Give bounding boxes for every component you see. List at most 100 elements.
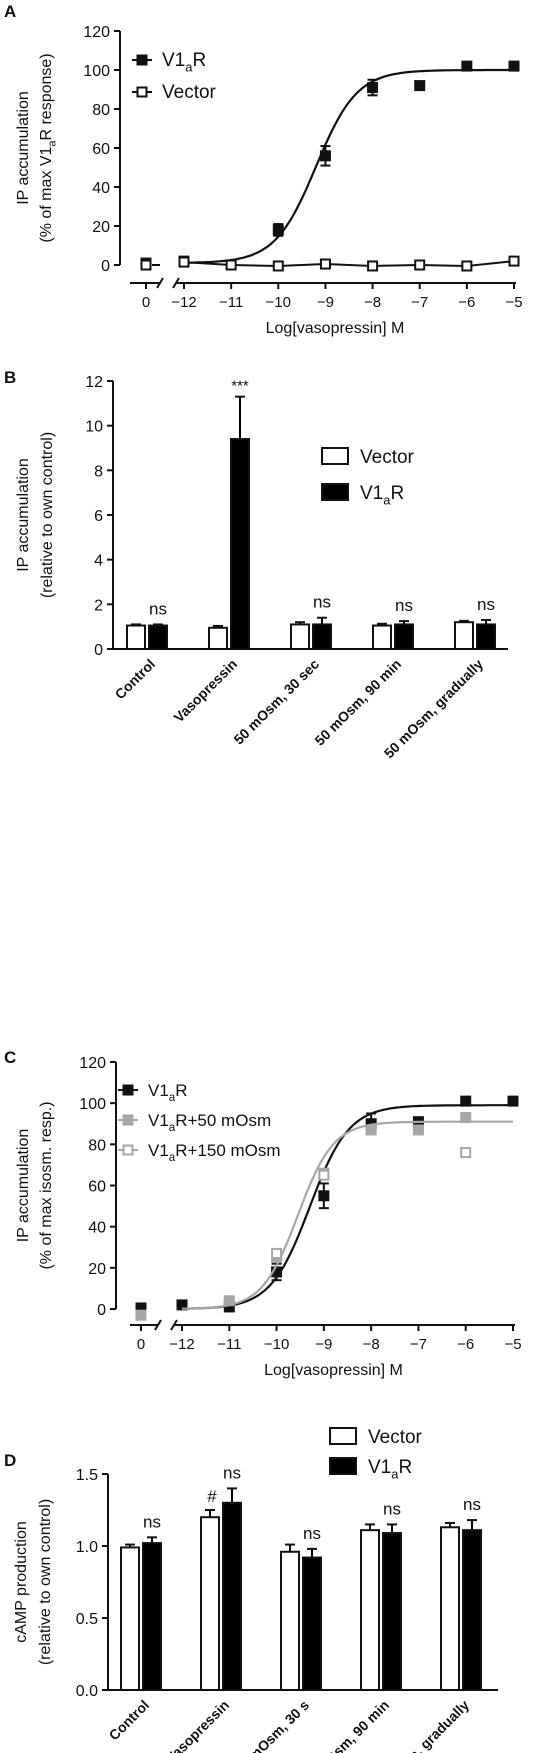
- x-tick-label: 0: [142, 294, 150, 311]
- legend: V1aR Vector: [132, 50, 217, 103]
- legend-label: V1aR+50 mOsm: [148, 1111, 271, 1134]
- legend-swatch: [329, 1427, 357, 1445]
- legend-item: V1aR: [329, 1457, 412, 1481]
- x-tick-label: −7: [410, 1336, 427, 1353]
- data-point: [508, 255, 520, 267]
- y-axis-title-sub: (% of max V1aR response): [38, 53, 58, 242]
- legend-label: V1aR: [368, 1457, 412, 1481]
- data-point: [319, 150, 331, 162]
- ns-label: ns: [303, 1524, 321, 1543]
- bar: [290, 623, 310, 651]
- legend-marker: [136, 86, 148, 98]
- data-point: [414, 80, 426, 92]
- y-axis-title: IP accumulation: [15, 458, 32, 572]
- ns-label: ns: [143, 1512, 161, 1531]
- panel-b: B 0 2 4 6 8 10 12 IP accumulation (relative to ow…: [4, 368, 508, 761]
- legend-item: V1aR: [321, 483, 404, 507]
- y-tick-label: 1.0: [76, 1539, 98, 1556]
- category-group: *** Vasopressin: [170, 378, 250, 726]
- fit-curve: [182, 1104, 513, 1310]
- data-point: [412, 1124, 424, 1136]
- bar: [200, 1516, 220, 1691]
- x-tick-label: 0: [137, 1336, 145, 1353]
- legend-label: V1aR: [148, 1081, 188, 1104]
- significance-marker: ***: [231, 378, 249, 395]
- ns-label: ns: [313, 593, 331, 612]
- ns-label: ns: [223, 1463, 241, 1482]
- data-point: [507, 1095, 519, 1107]
- data-point: [365, 1124, 377, 1136]
- fit-curve: [184, 68, 514, 264]
- bar: [142, 1542, 162, 1691]
- data-point: [319, 258, 331, 270]
- data-point: [178, 256, 190, 268]
- bar: [148, 624, 168, 650]
- legend-label: V1aR: [162, 50, 206, 74]
- data-point: [318, 1169, 330, 1181]
- x-tick-label: −11: [219, 294, 243, 311]
- series-line: [183, 260, 515, 267]
- y-tick-label: 8: [94, 463, 103, 480]
- legend-marker: [136, 54, 148, 66]
- y-axis: 0.0 0.5 1.0 1.5: [76, 1467, 498, 1700]
- data-point: [461, 60, 473, 72]
- category-group: ns # Vasopressin: [162, 1463, 242, 1753]
- data-point: [225, 259, 237, 271]
- legend-swatch: [329, 1457, 357, 1475]
- category-group: ns 50 mOsm, 30 s: [231, 1524, 322, 1753]
- legend-item: V1aR: [132, 50, 206, 74]
- x-tick-label: −9: [315, 1336, 332, 1353]
- data-point: [318, 1190, 330, 1202]
- bar: [230, 438, 250, 651]
- y-tick-label: 1.5: [76, 1467, 98, 1484]
- y-tick-label: 80: [88, 1137, 106, 1154]
- y-tick-label: 60: [92, 141, 110, 158]
- y-axis: 0 20 40 60 80 100 120: [79, 1055, 117, 1319]
- data-point: [461, 260, 473, 272]
- x-tick-label: −7: [411, 294, 428, 311]
- y-tick-label: 40: [92, 180, 110, 197]
- x-tick-label: −12: [171, 294, 196, 311]
- x-category-label: 50 mOsm, 90 min: [311, 656, 404, 749]
- data-point: [272, 260, 284, 272]
- y-axis: 0 20 40 60 80 100 120: [83, 24, 121, 275]
- y-tick-label: 0: [94, 642, 103, 659]
- y-tick-label: 20: [88, 1261, 106, 1278]
- x-tick-label: −12: [169, 1336, 194, 1353]
- data-point-zero: [135, 1302, 147, 1314]
- y-tick-label: 2: [94, 597, 103, 614]
- bar: [440, 1526, 460, 1692]
- data-point: [508, 60, 520, 72]
- y-tick-label: 120: [79, 1055, 106, 1072]
- x-tick-label: −10: [264, 1336, 289, 1353]
- legend-item: Vector: [329, 1427, 423, 1448]
- x-category-label: 50 mOsm, 30 s: [231, 1697, 312, 1753]
- legend-marker: [122, 1084, 134, 1096]
- legend-item: V1aR+50 mOsm: [118, 1111, 271, 1134]
- x-category-label: Vasopressin: [170, 656, 240, 726]
- y-tick-label: 60: [88, 1179, 106, 1196]
- y-axis-title-sub: (relative to own control): [37, 1499, 54, 1665]
- legend-label: V1aR: [360, 483, 404, 507]
- data-point: [460, 1147, 472, 1159]
- ns-label: ns: [477, 595, 495, 614]
- panel-letter: A: [4, 2, 16, 21]
- bar: [476, 623, 496, 651]
- x-category-label: Vasopressin: [162, 1697, 232, 1753]
- data-point: [271, 1247, 283, 1259]
- data-point: [272, 224, 284, 236]
- y-axis-title-sub: (% of max isosm. resp.): [38, 1101, 55, 1269]
- axis-break-mark: [172, 277, 180, 289]
- series-1: [140, 255, 520, 272]
- y-tick-label: 10: [85, 419, 103, 436]
- y-tick-label: 100: [79, 1096, 106, 1113]
- x-category-label: Control: [106, 1697, 153, 1744]
- series-2: [271, 1147, 472, 1259]
- y-axis: 0 2 4 6 8 10 12: [85, 374, 508, 659]
- bar: [280, 1550, 300, 1692]
- x-tick-label: −6: [458, 294, 475, 311]
- bar: [462, 1529, 482, 1692]
- panel-c: C 0 20 40 60 80 100 120 0 −12 −11 −10 −9 −8 −7 −6 −5 Log[…: [4, 1048, 522, 1379]
- x-tick-label: −10: [266, 294, 291, 311]
